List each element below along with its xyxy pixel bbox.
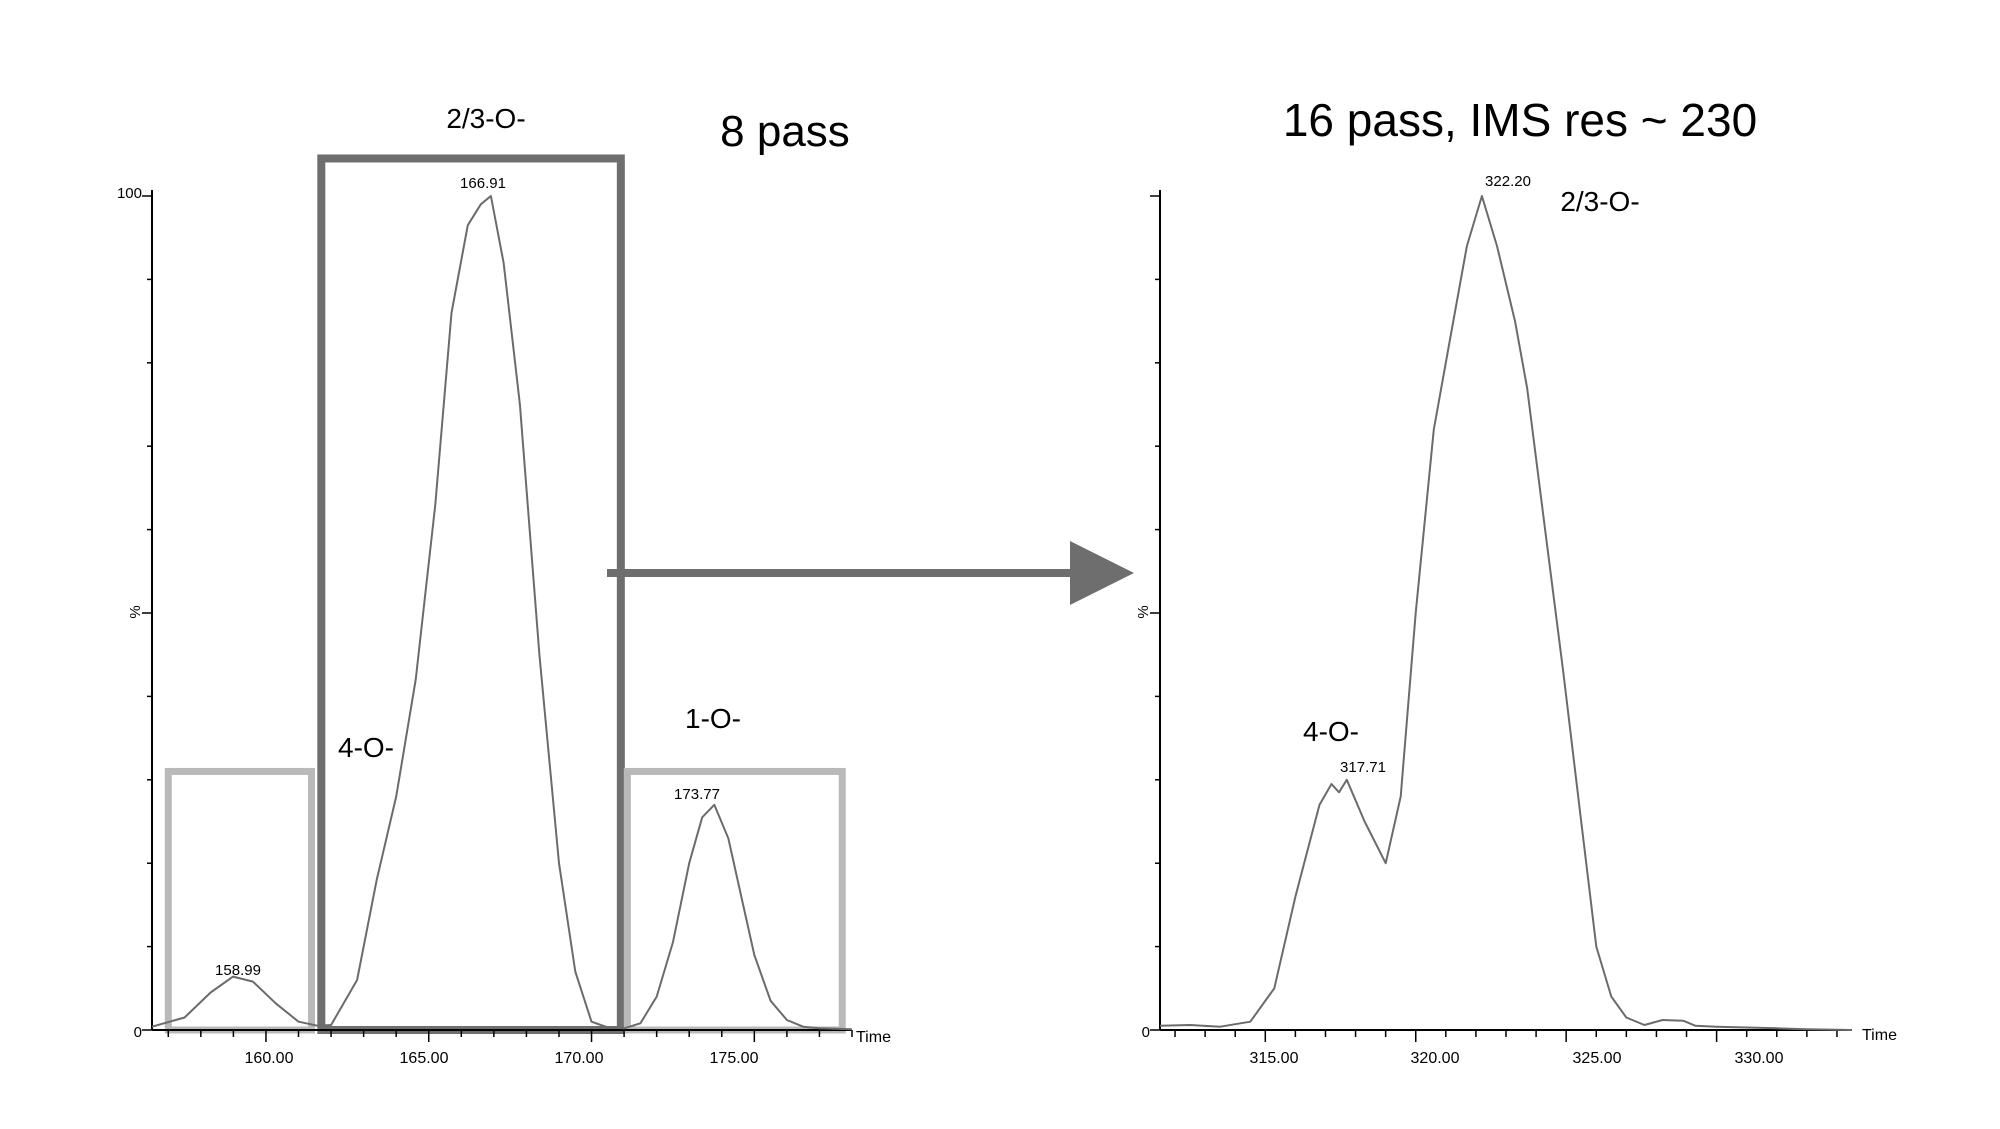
right-y-minor-ticks xyxy=(1150,195,1160,1031)
peak-label-322-20: 322.20 xyxy=(1485,173,1531,190)
left-x-tick-label-170: 170.00 xyxy=(555,1050,604,1067)
annotation-2-3-o-right: 2/3-O- xyxy=(1560,186,1639,217)
peak-label-166-91: 166.91 xyxy=(460,175,506,192)
left-x-tick-label-165: 165.00 xyxy=(400,1050,449,1067)
left-y-tick-label-0: 0 xyxy=(134,1024,142,1041)
peak-label-158-99: 158.99 xyxy=(215,962,261,979)
right-x-axis-label: Time xyxy=(1862,1027,1897,1044)
right-x-tick-label-330: 330.00 xyxy=(1735,1050,1784,1067)
selection-box-3 xyxy=(623,767,846,1034)
peak-label-173-77: 173.77 xyxy=(674,786,720,803)
right-x-tick-label-325: 325.00 xyxy=(1573,1050,1622,1067)
right-x-tick-label-315: 315.00 xyxy=(1250,1050,1299,1067)
right-chart-title: 16 pass, IMS res ~ 230 xyxy=(1283,94,1757,146)
right-y-tick-label-0: 0 xyxy=(1142,1024,1150,1041)
left-x-tick-label-175: 175.00 xyxy=(710,1050,759,1067)
peak-label-317-71: 317.71 xyxy=(1340,759,1386,776)
selection-box-1 xyxy=(164,767,316,1034)
annotation-4-o-left: 4-O- xyxy=(338,732,394,763)
left-y-axis-label: % xyxy=(127,605,144,618)
right-x-tick-label-320: 320.00 xyxy=(1411,1050,1460,1067)
selection-box-2 xyxy=(317,154,625,1035)
right-chromatogram-trace xyxy=(1159,195,1853,1031)
left-chart-title: 8 pass xyxy=(720,107,850,156)
left-x-axis-label: Time xyxy=(856,1029,891,1046)
left-x-tick-label-160: 160.00 xyxy=(245,1050,294,1067)
annotation-4-o-right: 4-O- xyxy=(1303,716,1359,747)
left-y-minor-ticks xyxy=(142,195,152,1031)
left-chromatogram-trace xyxy=(151,195,853,1031)
left-x-ticks xyxy=(167,1030,853,1042)
right-chart-panel: 0 % Time 315.00 320.00 325.00 330.00 16 … xyxy=(1135,94,1897,1067)
right-x-ticks xyxy=(1174,1030,1838,1042)
left-chart-panel: 100 0 % Time 160.00 165.00 170.00 175.00… xyxy=(117,103,891,1067)
right-y-axis-label: % xyxy=(1135,605,1152,618)
left-y-tick-label-100: 100 xyxy=(117,185,142,202)
annotation-1-o-left: 1-O- xyxy=(685,703,741,734)
annotation-2-3-o-left: 2/3-O- xyxy=(446,103,525,134)
